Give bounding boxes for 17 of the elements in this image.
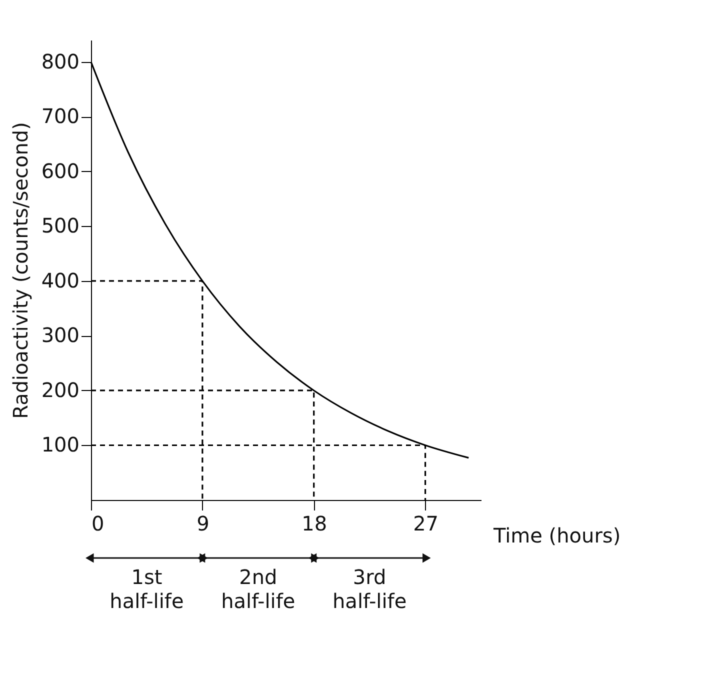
x-tick-label: 27 [413, 512, 439, 536]
x-tick-label: 18 [302, 512, 328, 536]
text: 2nd half-life [221, 565, 296, 613]
y-tick-label: 400 [41, 268, 80, 292]
y-axis-title: Radioactivity (counts/second) [8, 122, 32, 419]
y-tick-label: 800 [41, 49, 80, 74]
x-axis-title: Time (hours) [492, 524, 621, 548]
y-tick-label: 700 [41, 104, 80, 128]
y-tick-label: 600 [41, 158, 80, 183]
x-tick-label: 9 [196, 512, 210, 536]
text: 1st half-life [110, 565, 184, 613]
y-tick-label: 200 [41, 378, 80, 402]
y-tick-label: 300 [41, 323, 80, 348]
text: 3rd half-life [332, 565, 407, 613]
y-tick-label: 100 [41, 432, 80, 457]
x-tick-label: 0 [92, 512, 104, 536]
y-tick-label: 500 [41, 214, 80, 238]
